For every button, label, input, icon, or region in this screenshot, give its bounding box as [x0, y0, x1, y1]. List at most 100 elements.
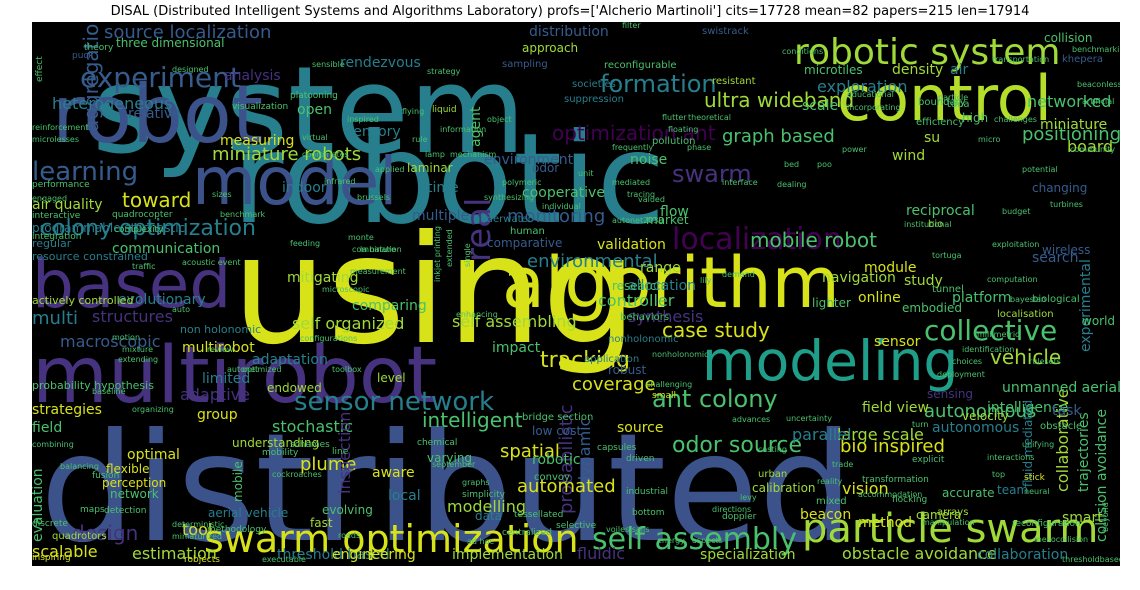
- word-puck: puck: [72, 51, 94, 61]
- word-scale: scale: [802, 98, 838, 114]
- word-multirobot: multirobot: [32, 331, 437, 421]
- word-obstacle-avoidance: obstacle avoidance: [842, 544, 997, 563]
- word-method: method: [858, 515, 912, 531]
- word-explicit: explicit: [912, 455, 945, 465]
- word-inspiring: inspiring: [32, 553, 71, 563]
- word-heterogeneous: heterogeneous: [52, 94, 172, 113]
- word-air-quality: air quality: [32, 197, 103, 213]
- word-traffic: traffic: [132, 262, 155, 271]
- word-cloud-canvas: distributedsystemroboticusingrobotmultir…: [32, 22, 1120, 566]
- word-quadrotors: quadrotors: [52, 531, 107, 542]
- word-schemes: schemes: [290, 440, 330, 450]
- word-detection: detection: [104, 506, 147, 516]
- word-energy: energy: [657, 536, 685, 545]
- word-system: system: [92, 42, 526, 181]
- word-interactive: interactive: [32, 211, 81, 221]
- word-theory: theory: [84, 43, 114, 53]
- word-relative: relative: [128, 106, 181, 122]
- word-power: power: [842, 145, 867, 154]
- word-coverage: coverage: [572, 374, 656, 395]
- word-experimental: experimental: [1078, 259, 1094, 352]
- word-behaviors: behaviors: [620, 312, 669, 323]
- word-exploration: exploration: [817, 77, 907, 96]
- word-artificial: artificial: [1082, 97, 1114, 106]
- word-search: search: [1032, 250, 1079, 266]
- word-task: task: [1052, 403, 1082, 419]
- word-unmanned-aerial: unmanned aerial: [1002, 380, 1120, 396]
- word-modelling: modelling: [447, 497, 526, 516]
- word-sensor: sensor: [874, 334, 921, 350]
- word-open: open: [297, 102, 332, 118]
- word-sensing: sensing: [927, 387, 973, 401]
- word-threshold-based: threshold based: [277, 547, 390, 563]
- word-autonomous: autonomous: [924, 401, 1036, 422]
- word-field: field: [32, 420, 62, 436]
- word-community: community: [1070, 145, 1115, 154]
- word-microtiles: microtiles: [804, 63, 863, 77]
- word-study: study: [904, 273, 943, 289]
- word-limited: limited: [202, 371, 250, 387]
- word-lily: lily: [700, 276, 712, 285]
- word-endowed: endowed: [267, 381, 322, 395]
- word-floating: floating: [668, 125, 698, 134]
- word-industrial: industrial: [626, 487, 668, 497]
- word-optimal: optimal: [127, 447, 180, 463]
- word-multiple: multiple: [412, 208, 469, 224]
- word-miniature-robots: miniature robots: [212, 144, 361, 165]
- word-tortuga: tortuga: [932, 251, 962, 260]
- word-mitigating: mitigating: [287, 270, 359, 286]
- word-odor: odor: [532, 161, 559, 175]
- word-robotic: robotic: [232, 107, 665, 252]
- word-flocking: flocking: [892, 495, 927, 505]
- word-individual: individual: [542, 202, 581, 211]
- word-incorporating: incorporating: [847, 103, 901, 112]
- word-colony-optimization: colony optimization: [40, 216, 256, 241]
- word-allocation: allocation: [628, 278, 696, 294]
- word-conditions: conditions: [782, 47, 823, 56]
- word-resource-constrained: resource constrained: [32, 250, 148, 263]
- word-top: top: [992, 470, 1005, 479]
- word-positioning: positioning: [1022, 124, 1120, 145]
- word-controller: controller: [598, 291, 675, 310]
- word-societies: societies: [572, 79, 616, 90]
- word-multirobot: multirobot: [182, 340, 255, 356]
- word-analysis: analysis: [224, 68, 281, 84]
- word-particle: particle: [938, 93, 968, 102]
- word-ant-colony: ant colony: [652, 385, 778, 413]
- word-robot: robot: [52, 68, 263, 161]
- word-baseline: baseline: [92, 387, 126, 396]
- word-educational: educational: [847, 90, 894, 99]
- word-probabilistic: probabilistic: [556, 404, 577, 514]
- word-distributed: distributed: [40, 402, 854, 566]
- word-tool: tool: [182, 520, 212, 539]
- word-deployment: deployment: [937, 370, 985, 379]
- word-swistrack: swistrack: [702, 26, 749, 37]
- word-reality: reality: [817, 477, 843, 486]
- word-learning: learning: [32, 157, 138, 187]
- word-stochastic: stochastic: [272, 417, 353, 436]
- word-using: using: [232, 204, 637, 378]
- word-khepera: khepera: [1062, 54, 1103, 65]
- word-online: online: [858, 290, 901, 306]
- word-evolving: evolving: [322, 503, 373, 517]
- word-rulesets: rulesets: [1029, 357, 1061, 366]
- word-bed: bed: [784, 160, 799, 169]
- word-scalable: scalable: [32, 542, 98, 561]
- word-adaptation: adaptation: [252, 352, 328, 368]
- word-reconfiguration: reconfiguration: [1012, 519, 1081, 529]
- word-benchmark: benchmark: [220, 210, 266, 219]
- word-time: time: [427, 180, 459, 196]
- word-complexity: complexity: [114, 225, 164, 235]
- word-turbines: turbines: [1050, 200, 1083, 209]
- word-ad-hoc: ad hoc: [467, 537, 494, 546]
- word-flying: flying: [402, 107, 424, 116]
- word-doppler: doppler: [722, 512, 757, 522]
- word-designed: designed: [172, 65, 209, 74]
- word-turn: turn: [912, 420, 928, 429]
- figure-title: DISAL (Distributed Intelligent Systems a…: [110, 4, 1030, 19]
- word-maps: maps: [80, 505, 105, 515]
- word-platform: platform: [952, 290, 1012, 306]
- word-data: data: [475, 509, 502, 523]
- word-obstacle: obstacle: [1040, 421, 1082, 432]
- word-multi: multi: [32, 308, 78, 329]
